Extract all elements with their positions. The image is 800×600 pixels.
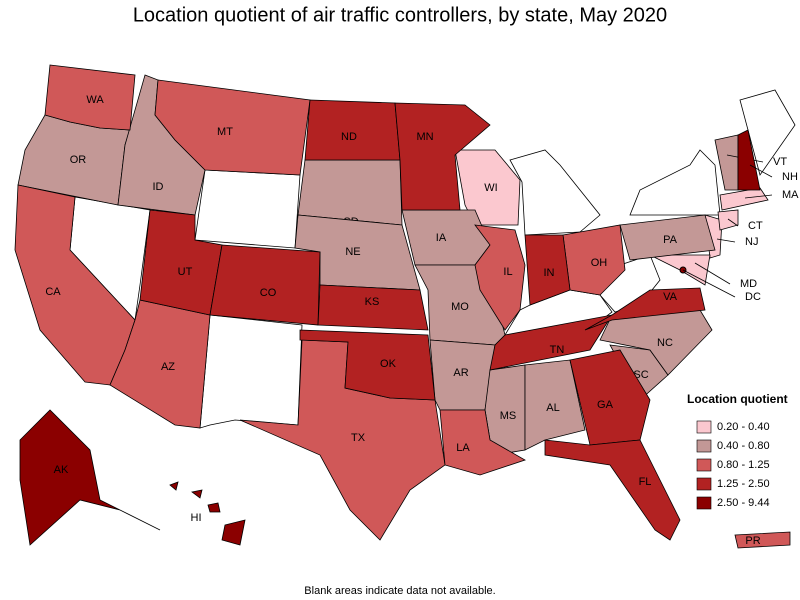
- state-label: DC: [745, 291, 761, 303]
- state-shape: [317, 284, 429, 331]
- footnote: Blank areas indicate data not available.: [304, 585, 495, 597]
- legend-swatch: [696, 477, 712, 491]
- legend-label: 0.20 - 0.40: [717, 421, 770, 433]
- state-shape: [544, 439, 681, 541]
- state-shape: [719, 187, 769, 211]
- state-label: NH: [782, 171, 798, 183]
- leader-line: [694, 262, 731, 285]
- state-label: AZ: [161, 361, 175, 373]
- state-label: LA: [456, 442, 470, 454]
- state-shape: [439, 409, 526, 476]
- state-label: AK: [54, 464, 69, 476]
- state-label: GA: [597, 399, 614, 411]
- state-label: UT: [178, 266, 193, 278]
- legend-swatch: [696, 458, 712, 472]
- state-label: OR: [70, 154, 87, 166]
- state-label: MA: [782, 189, 799, 201]
- state-label: IL: [503, 266, 512, 278]
- legend-label: 0.80 - 1.25: [717, 459, 770, 471]
- state-label: CT: [748, 220, 763, 232]
- state-shape: [221, 519, 246, 546]
- state-label: CA: [45, 286, 61, 298]
- state-label: PR: [745, 535, 760, 547]
- state-label: ND: [341, 131, 357, 143]
- state-shape: [199, 314, 303, 429]
- state-shape: [454, 149, 521, 226]
- state-shape: [714, 134, 739, 191]
- state-shape: [489, 314, 613, 371]
- state-shape: [524, 234, 571, 306]
- legend: 0.20 - 0.40 0.40 - 0.80 0.80 - 1.25 1.25 - …: [696, 420, 770, 510]
- legend-swatch: [696, 496, 712, 510]
- leader-line: [749, 164, 773, 178]
- legend-label: 0.40 - 0.80: [717, 440, 770, 452]
- legend-swatch: [696, 439, 712, 453]
- state-shape: [19, 409, 161, 546]
- leader-line: [744, 194, 773, 199]
- state-shape: [44, 64, 136, 131]
- state-shape: [169, 481, 179, 491]
- leader-line: [727, 218, 739, 227]
- state-label: NC: [657, 337, 673, 349]
- state-shape: [474, 224, 526, 331]
- state-label: IN: [544, 267, 555, 279]
- state-label: MD: [740, 278, 757, 290]
- state-shape: [584, 287, 706, 331]
- state-shape: [734, 531, 791, 549]
- state-shape: [394, 102, 491, 211]
- state-label: PA: [663, 234, 678, 246]
- state-label: FL: [639, 476, 652, 488]
- state-label: MT: [217, 126, 233, 138]
- state-label: KS: [365, 296, 380, 308]
- leader-line: [716, 238, 736, 243]
- state-label: AL: [546, 402, 559, 414]
- state-label: TN: [550, 344, 565, 356]
- legend-label: 1.25 - 2.50: [717, 478, 770, 490]
- state-shape: [619, 214, 716, 261]
- state-shape: [569, 349, 651, 446]
- leader-line: [682, 269, 736, 298]
- state-label: NJ: [745, 236, 758, 248]
- state-shape: [629, 149, 721, 216]
- state-label: MS: [500, 410, 517, 422]
- state-shape: [191, 489, 203, 499]
- state-label: OK: [380, 358, 397, 370]
- states: WINJCTMAMDORIDSDNEIAMOARMSALSCNCPAVTWACA…: [14, 64, 799, 549]
- state-label: AR: [453, 367, 468, 379]
- state-label: VA: [663, 291, 678, 303]
- state-shape: [739, 89, 796, 176]
- state-shape: [717, 209, 739, 231]
- state-shape: [194, 169, 301, 249]
- legend-swatch: [696, 420, 712, 434]
- state-label: TX: [351, 432, 366, 444]
- state-label: OH: [591, 257, 608, 269]
- state-label: HI: [191, 512, 202, 524]
- state-shape: [737, 129, 761, 191]
- state-shape: [209, 244, 321, 326]
- legend-label: 2.50 - 9.44: [717, 497, 770, 509]
- state-label: WI: [484, 182, 497, 194]
- state-shape: [524, 359, 586, 451]
- state-shape: [509, 149, 601, 236]
- state-shape: [207, 502, 221, 513]
- map-title: Location quotient of air traffic control…: [133, 4, 667, 26]
- state-label: NE: [345, 246, 360, 258]
- state-label: IA: [436, 232, 447, 244]
- state-label: MO: [451, 301, 469, 313]
- state-shape: [299, 329, 436, 401]
- state-label: MN: [416, 131, 433, 143]
- state-label: ID: [153, 181, 164, 193]
- state-shape: [109, 299, 211, 429]
- state-label: VT: [773, 156, 787, 168]
- state-label: WA: [86, 94, 104, 106]
- legend-title: Location quotient: [687, 392, 788, 406]
- state-label: CO: [260, 287, 277, 299]
